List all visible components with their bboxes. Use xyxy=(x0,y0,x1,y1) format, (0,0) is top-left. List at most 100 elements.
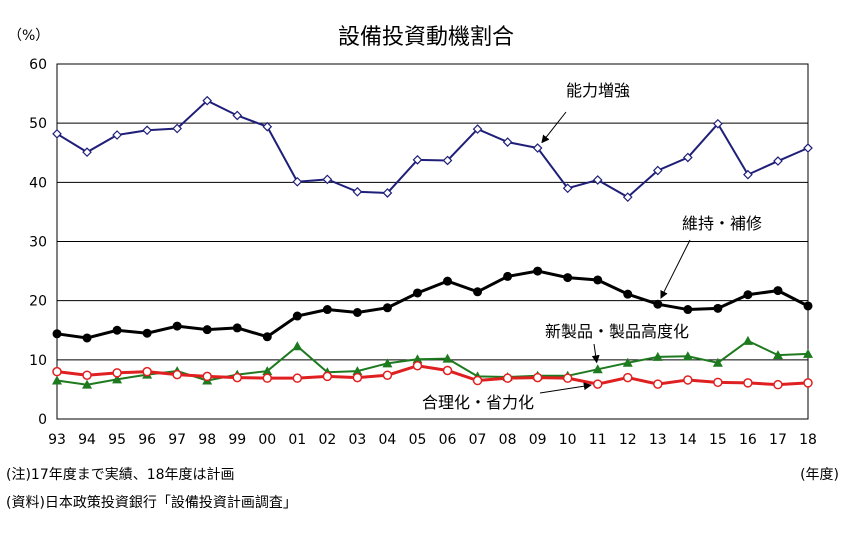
series-line xyxy=(56,269,809,340)
data-point xyxy=(112,374,123,384)
data-point xyxy=(292,341,303,351)
x-tick-label: 93 xyxy=(48,432,66,448)
x-axis-unit: (年度) xyxy=(800,467,839,483)
series-0 xyxy=(52,95,813,202)
data-point xyxy=(262,121,273,132)
x-tick-label: 06 xyxy=(439,432,457,448)
annotation-label: 維持・補修 xyxy=(682,214,762,233)
y-axis-unit: （%） xyxy=(8,28,49,44)
data-point xyxy=(592,379,603,389)
x-tick-label: 12 xyxy=(619,432,637,448)
x-tick-label: 01 xyxy=(288,432,306,448)
series-3 xyxy=(52,361,813,390)
data-point xyxy=(803,378,813,388)
data-point xyxy=(712,357,723,367)
data-point xyxy=(473,287,483,297)
data-point xyxy=(172,321,182,331)
data-point xyxy=(683,375,693,385)
x-tick-label: 99 xyxy=(228,432,246,448)
series-group xyxy=(52,95,813,390)
annotation-label: 新製品・製品高度化 xyxy=(545,322,689,341)
data-point xyxy=(743,169,753,180)
data-point xyxy=(502,373,513,383)
data-point xyxy=(412,155,423,165)
annotation-label: 合理化・省力化 xyxy=(422,393,534,412)
data-point xyxy=(382,303,392,313)
footnote: (注)17年度まで実績、18年度は計画 xyxy=(6,467,235,483)
series-1 xyxy=(52,266,813,343)
y-tick-label: 0 xyxy=(38,412,47,428)
annotation-arrow xyxy=(591,343,600,364)
data-point xyxy=(623,289,633,299)
data-point xyxy=(592,364,603,374)
data-point xyxy=(112,130,122,140)
data-point xyxy=(593,275,603,285)
x-tick-label: 04 xyxy=(379,432,397,448)
series-line xyxy=(56,99,809,199)
data-point xyxy=(52,128,62,139)
series-line xyxy=(56,339,809,386)
annotation-label: 能力増強 xyxy=(566,81,630,100)
data-point xyxy=(352,372,363,383)
x-tick-label: 97 xyxy=(168,432,186,448)
data-point xyxy=(532,143,543,153)
data-point xyxy=(52,366,62,377)
data-point xyxy=(592,175,603,185)
data-point xyxy=(202,325,212,335)
annotation-arrow xyxy=(541,111,567,144)
x-tick-label: 98 xyxy=(198,432,216,448)
data-point xyxy=(502,137,513,147)
data-point xyxy=(713,118,723,129)
data-point xyxy=(622,192,633,202)
x-tick-label: 07 xyxy=(469,432,487,448)
data-point xyxy=(652,351,663,361)
data-point xyxy=(382,188,393,198)
y-tick-label: 10 xyxy=(29,353,47,369)
data-point xyxy=(82,370,92,380)
data-point xyxy=(443,276,453,286)
data-point xyxy=(262,366,273,376)
x-tick-label: 08 xyxy=(499,432,517,448)
y-tick-label: 40 xyxy=(29,175,47,191)
data-point xyxy=(803,348,813,358)
data-point xyxy=(442,365,453,376)
data-point xyxy=(713,377,723,388)
data-point xyxy=(142,366,152,377)
data-point xyxy=(382,358,393,368)
x-tick-label: 13 xyxy=(649,432,667,448)
data-point xyxy=(142,125,152,136)
data-point xyxy=(742,335,753,345)
y-tick-label: 30 xyxy=(29,235,47,251)
data-point xyxy=(442,155,453,166)
data-point xyxy=(622,357,633,367)
data-point xyxy=(773,156,783,166)
series-line xyxy=(56,364,809,387)
x-tick-label: 17 xyxy=(769,432,787,448)
data-point xyxy=(472,375,483,386)
data-point xyxy=(653,379,663,389)
data-point xyxy=(262,373,273,383)
data-point xyxy=(172,123,183,134)
data-point xyxy=(172,369,182,380)
data-point xyxy=(652,165,663,176)
data-point xyxy=(292,176,303,187)
annotation-arrow xyxy=(539,382,592,394)
data-point xyxy=(112,368,122,378)
data-point xyxy=(232,110,243,121)
data-point xyxy=(202,95,213,106)
plot-area xyxy=(56,63,809,420)
data-point xyxy=(262,332,272,342)
y-tick-labels: 0 10 20 30 40 50 60 xyxy=(29,57,47,428)
data-point xyxy=(503,271,513,281)
y-tick-label: 20 xyxy=(29,294,47,310)
data-point xyxy=(442,353,453,363)
x-tick-label: 15 xyxy=(709,432,727,448)
data-point xyxy=(232,372,242,383)
data-point xyxy=(322,305,332,315)
data-point xyxy=(412,361,423,371)
data-point xyxy=(352,186,363,197)
x-tick-label: 05 xyxy=(409,432,427,448)
data-point xyxy=(743,378,753,388)
x-tick-label: 09 xyxy=(529,432,547,448)
